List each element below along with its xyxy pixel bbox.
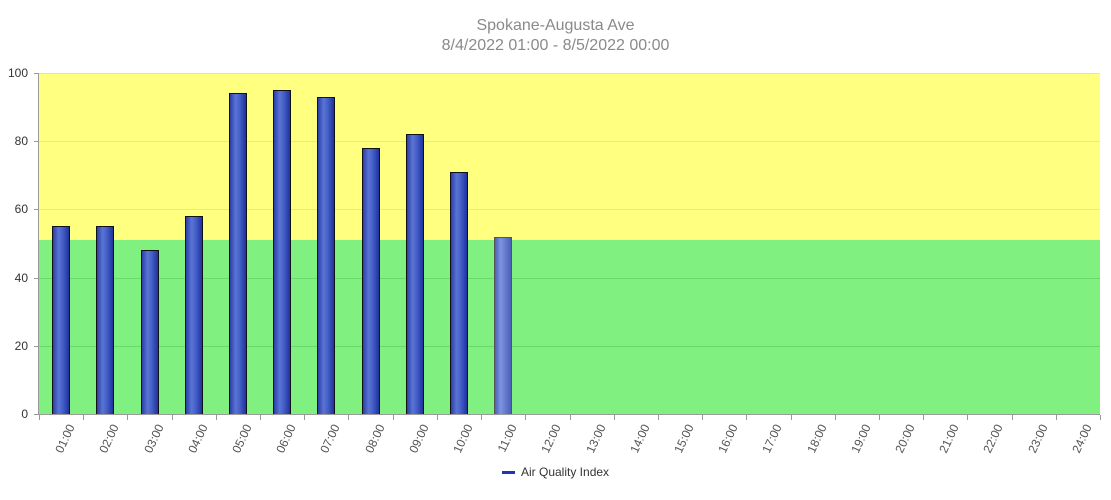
bar-0900[interactable] — [405, 134, 424, 415]
bar-0500[interactable] — [228, 93, 247, 415]
y-tick-label: 100 — [7, 66, 28, 80]
x-tick-label: 09:00 — [406, 422, 432, 456]
y-tick — [34, 141, 39, 143]
x-tick — [967, 415, 969, 420]
x-tick — [436, 415, 438, 420]
bar-1000[interactable] — [449, 171, 468, 415]
x-tick-label: 24:00 — [1069, 422, 1095, 456]
x-tick — [481, 415, 483, 420]
x-tick — [834, 415, 836, 420]
x-axis — [38, 414, 1100, 415]
x-tick — [525, 415, 527, 420]
x-tick-label: 03:00 — [140, 422, 167, 456]
bar-0400[interactable] — [184, 216, 203, 415]
x-tick-label: 21:00 — [936, 422, 962, 456]
y-tick — [34, 73, 39, 74]
x-tick-label: 13:00 — [582, 422, 609, 456]
x-tick-label: 04:00 — [185, 422, 211, 456]
x-tick-label: 01:00 — [52, 422, 78, 456]
x-tick — [348, 415, 350, 420]
x-tick-label: 10:00 — [450, 422, 476, 456]
x-tick-label: 06:00 — [273, 422, 299, 456]
x-tick-label: 07:00 — [317, 422, 344, 456]
x-tick — [260, 415, 262, 420]
bar-0100[interactable] — [52, 226, 71, 415]
x-tick-label: 15:00 — [671, 422, 697, 456]
x-tick — [127, 415, 129, 420]
y-tick — [34, 209, 39, 211]
x-tick — [392, 415, 394, 420]
bar-0600[interactable] — [273, 90, 292, 415]
x-tick — [746, 415, 748, 420]
legend-label: Air Quality Index — [521, 465, 610, 479]
gridline — [39, 345, 1100, 347]
x-tick — [1100, 415, 1101, 420]
y-tick — [34, 277, 39, 279]
x-tick — [569, 415, 571, 420]
x-tick — [923, 415, 925, 420]
x-tick-label: 22:00 — [980, 422, 1007, 456]
x-tick-label: 11:00 — [494, 422, 520, 455]
band-moderate — [39, 73, 1100, 241]
legend-swatch-icon — [502, 470, 515, 474]
gridline — [39, 209, 1100, 211]
x-tick — [304, 415, 306, 420]
x-tick — [39, 415, 40, 420]
gridline — [39, 73, 1100, 74]
bar-0700[interactable] — [317, 96, 336, 415]
x-tick-label: 08:00 — [361, 422, 388, 456]
x-tick-label: 14:00 — [627, 422, 653, 456]
x-tick-label: 02:00 — [96, 422, 123, 456]
plot-area — [39, 73, 1100, 415]
bar-0800[interactable] — [361, 148, 380, 415]
x-tick — [657, 415, 659, 420]
x-tick — [1011, 415, 1013, 420]
y-axis — [38, 73, 39, 415]
x-tick-label: 16:00 — [715, 422, 741, 456]
x-tick — [1055, 415, 1057, 420]
chart-title: Spokane-Augusta Ave — [476, 17, 635, 34]
y-tick-label: 80 — [14, 134, 28, 149]
band-good — [39, 240, 1100, 414]
x-tick — [613, 415, 615, 420]
x-tick-label: 05:00 — [229, 422, 255, 456]
x-tick-label: 18:00 — [803, 422, 830, 456]
y-tick-label: 40 — [14, 270, 28, 285]
y-tick — [34, 414, 39, 415]
x-tick — [215, 415, 217, 420]
x-tick-label: 19:00 — [848, 422, 874, 456]
gridline — [39, 277, 1100, 279]
legend[interactable]: Air Quality Index — [502, 465, 609, 479]
bar-1100[interactable] — [494, 236, 513, 415]
gridline — [39, 141, 1100, 143]
y-tick-label: 20 — [14, 338, 28, 353]
x-tick — [790, 415, 792, 420]
y-tick-label: 0 — [21, 407, 28, 421]
x-tick — [171, 415, 173, 420]
x-tick-label: 23:00 — [1024, 422, 1051, 456]
x-tick-label: 12:00 — [538, 422, 565, 456]
x-tick-label: 17:00 — [759, 422, 786, 456]
x-tick — [878, 415, 880, 420]
chart-subtitle: 8/4/2022 01:00 - 8/5/2022 00:00 — [441, 37, 670, 54]
bar-0200[interactable] — [96, 226, 115, 415]
x-tick-label: 20:00 — [892, 422, 918, 456]
x-tick — [702, 415, 704, 420]
y-tick — [34, 345, 39, 347]
y-tick-label: 60 — [14, 202, 28, 217]
x-tick — [83, 415, 85, 420]
bar-0300[interactable] — [140, 250, 159, 415]
